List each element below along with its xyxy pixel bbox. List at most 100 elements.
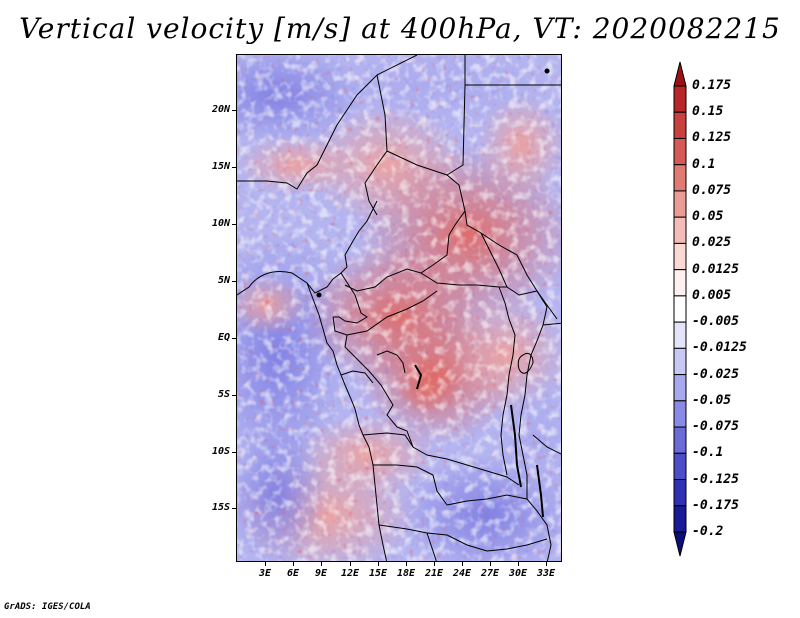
colorbar-bottom-arrow [673,531,687,557]
colorbar-label: 0.0125 [692,261,739,277]
border-car-drc [420,272,507,288]
border-chad-niger [364,74,388,216]
lon-tick [265,562,266,566]
colorbar-label: 0.1 [692,156,716,172]
colorbar-segment [673,137,687,166]
border-zambia [446,494,538,512]
colorbar-label: -0.05 [692,392,732,408]
colorbar-segment [673,85,687,113]
lon-label-15e: 15E [368,568,388,579]
lon-tick [490,562,491,566]
colorbar-label: -0.1 [692,445,724,461]
lon-tick [378,562,379,566]
lat-label-15n: 15N [211,161,230,172]
colorbar-label: -0.025 [692,366,739,382]
border-botswana [426,532,437,561]
border-cameroon [333,272,368,324]
border-chad-car [344,150,466,292]
lat-label-20n: 20N [211,104,230,115]
colorbar-segment [673,111,687,139]
lon-label-6e: 6E [286,568,300,579]
footer-credit: GrADS: IGES/COLA [4,602,91,612]
lake-tanganyika [510,404,522,488]
lat-label-5s: 5S [217,389,230,400]
lon-label-3e: 3E [258,568,272,579]
colorbar-segment [673,216,687,244]
lon-label-12e: 12E [340,568,360,579]
colorbar-label: 0.075 [692,182,732,198]
colorbar-label: 0.05 [692,209,724,225]
colorbar-segment [673,400,687,428]
border-uganda-tanzania [518,290,548,499]
border-gabon-equatorial [340,370,374,384]
colorbar-segment [673,505,687,533]
colorbar-segment [673,321,687,349]
border-kenya-uganda [542,322,561,326]
lake-malawi [536,464,544,518]
lon-label-30e: 30E [508,568,528,579]
lon-tick [518,562,519,566]
colorbar-top-arrow [673,61,687,87]
colorbar-label: 0.15 [692,104,724,120]
colorbar-label: 0.175 [692,78,732,93]
lat-tick [232,224,236,225]
lake-small-2 [544,68,550,74]
map-title: Vertical velocity [m/s] at 400hPa, VT: 2… [19,12,781,45]
border-libya-sudan [446,55,466,176]
lat-label-10n: 10N [211,218,230,229]
lon-label-18e: 18E [396,568,416,579]
lon-label-24e: 24E [452,568,472,579]
lon-tick [406,562,407,566]
lat-tick [232,395,236,396]
lat-label-eq: EQ [217,332,230,343]
lon-label-27e: 27E [480,568,500,579]
lat-label-15s: 15S [211,502,230,513]
lake-kivu [414,364,423,390]
lake-victoria-outline [517,352,534,374]
colorbar-segment [673,479,687,507]
lat-tick [232,167,236,168]
lon-label-21e: 21E [424,568,444,579]
border-angola-north [362,432,414,448]
lake-small-1 [316,292,322,298]
coastline-west-africa [237,200,378,296]
border-gabon-congo [376,350,406,374]
map-panel [236,54,562,562]
colorbar-label: -0.2 [692,524,724,539]
colorbar-segment [673,426,687,454]
colorbar-segment [673,242,687,271]
country-borders [237,55,561,561]
border-drc-east [498,286,516,476]
colorbar-label: 0.125 [692,130,732,146]
border-tanzania-malawi [532,434,561,455]
lon-label-9e: 9E [314,568,328,579]
colorbar-label: -0.005 [692,314,739,330]
lat-tick [232,508,236,509]
border-north-west [237,55,418,190]
colorbar-label: 0.025 [692,235,732,251]
colorbar-label: -0.075 [692,419,739,435]
lon-tick [350,562,351,566]
lat-label-10s: 10S [211,446,230,457]
colorbar-segment [673,269,687,297]
lat-tick [232,452,236,453]
lon-tick [293,562,294,566]
lakes [316,68,550,518]
lat-tick [232,110,236,111]
velocity-field [237,55,561,561]
colorbar-segment [673,452,687,481]
colorbar-label: -0.175 [692,497,739,513]
lat-tick [232,338,236,339]
border-drc-angola [344,334,520,486]
lon-label-33e: 33E [536,568,556,579]
colorbar-segment [673,295,687,323]
border-congo-north [332,290,438,336]
colorbar-label: 0.005 [692,287,732,303]
lon-tick [462,562,463,566]
colorbar-segment [673,347,687,376]
lat-label-5n: 5N [217,275,230,286]
lon-tick [434,562,435,566]
border-angola-namibia [378,524,448,536]
colorbar-label: -0.0125 [692,340,747,356]
